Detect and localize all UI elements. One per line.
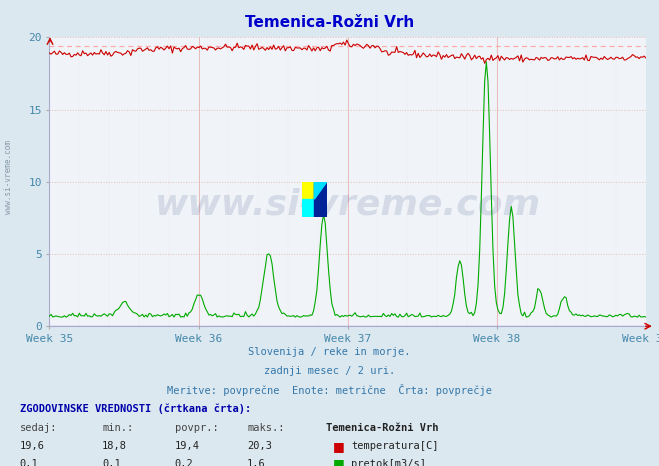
Text: povpr.:: povpr.: bbox=[175, 423, 218, 432]
Text: min.:: min.: bbox=[102, 423, 133, 432]
Text: temperatura[C]: temperatura[C] bbox=[351, 441, 439, 451]
Text: 20,3: 20,3 bbox=[247, 441, 272, 451]
Text: Meritve: povprečne  Enote: metrične  Črta: povprečje: Meritve: povprečne Enote: metrične Črta:… bbox=[167, 384, 492, 397]
Text: pretok[m3/s]: pretok[m3/s] bbox=[351, 459, 426, 466]
Text: ■: ■ bbox=[333, 440, 345, 453]
Text: 1,6: 1,6 bbox=[247, 459, 266, 466]
Text: sedaj:: sedaj: bbox=[20, 423, 57, 432]
Text: Slovenija / reke in morje.: Slovenija / reke in morje. bbox=[248, 347, 411, 357]
Polygon shape bbox=[314, 182, 327, 199]
Text: ■: ■ bbox=[333, 457, 345, 466]
Text: Temenica-Rožni Vrh: Temenica-Rožni Vrh bbox=[326, 423, 439, 432]
Text: 19,6: 19,6 bbox=[20, 441, 45, 451]
Text: zadnji mesec / 2 uri.: zadnji mesec / 2 uri. bbox=[264, 366, 395, 376]
Polygon shape bbox=[314, 182, 327, 217]
Bar bbox=[302, 182, 314, 199]
Text: www.si-vreme.com: www.si-vreme.com bbox=[155, 188, 540, 222]
Text: 0,2: 0,2 bbox=[175, 459, 193, 466]
Text: 19,4: 19,4 bbox=[175, 441, 200, 451]
Text: 0,1: 0,1 bbox=[20, 459, 38, 466]
Text: 18,8: 18,8 bbox=[102, 441, 127, 451]
Text: www.si-vreme.com: www.si-vreme.com bbox=[4, 140, 13, 214]
Text: 0,1: 0,1 bbox=[102, 459, 121, 466]
Bar bbox=[302, 199, 314, 217]
Text: maks.:: maks.: bbox=[247, 423, 285, 432]
Text: ZGODOVINSKE VREDNOSTI (črtkana črta):: ZGODOVINSKE VREDNOSTI (črtkana črta): bbox=[20, 403, 251, 414]
Text: Temenica-Rožni Vrh: Temenica-Rožni Vrh bbox=[245, 15, 414, 30]
